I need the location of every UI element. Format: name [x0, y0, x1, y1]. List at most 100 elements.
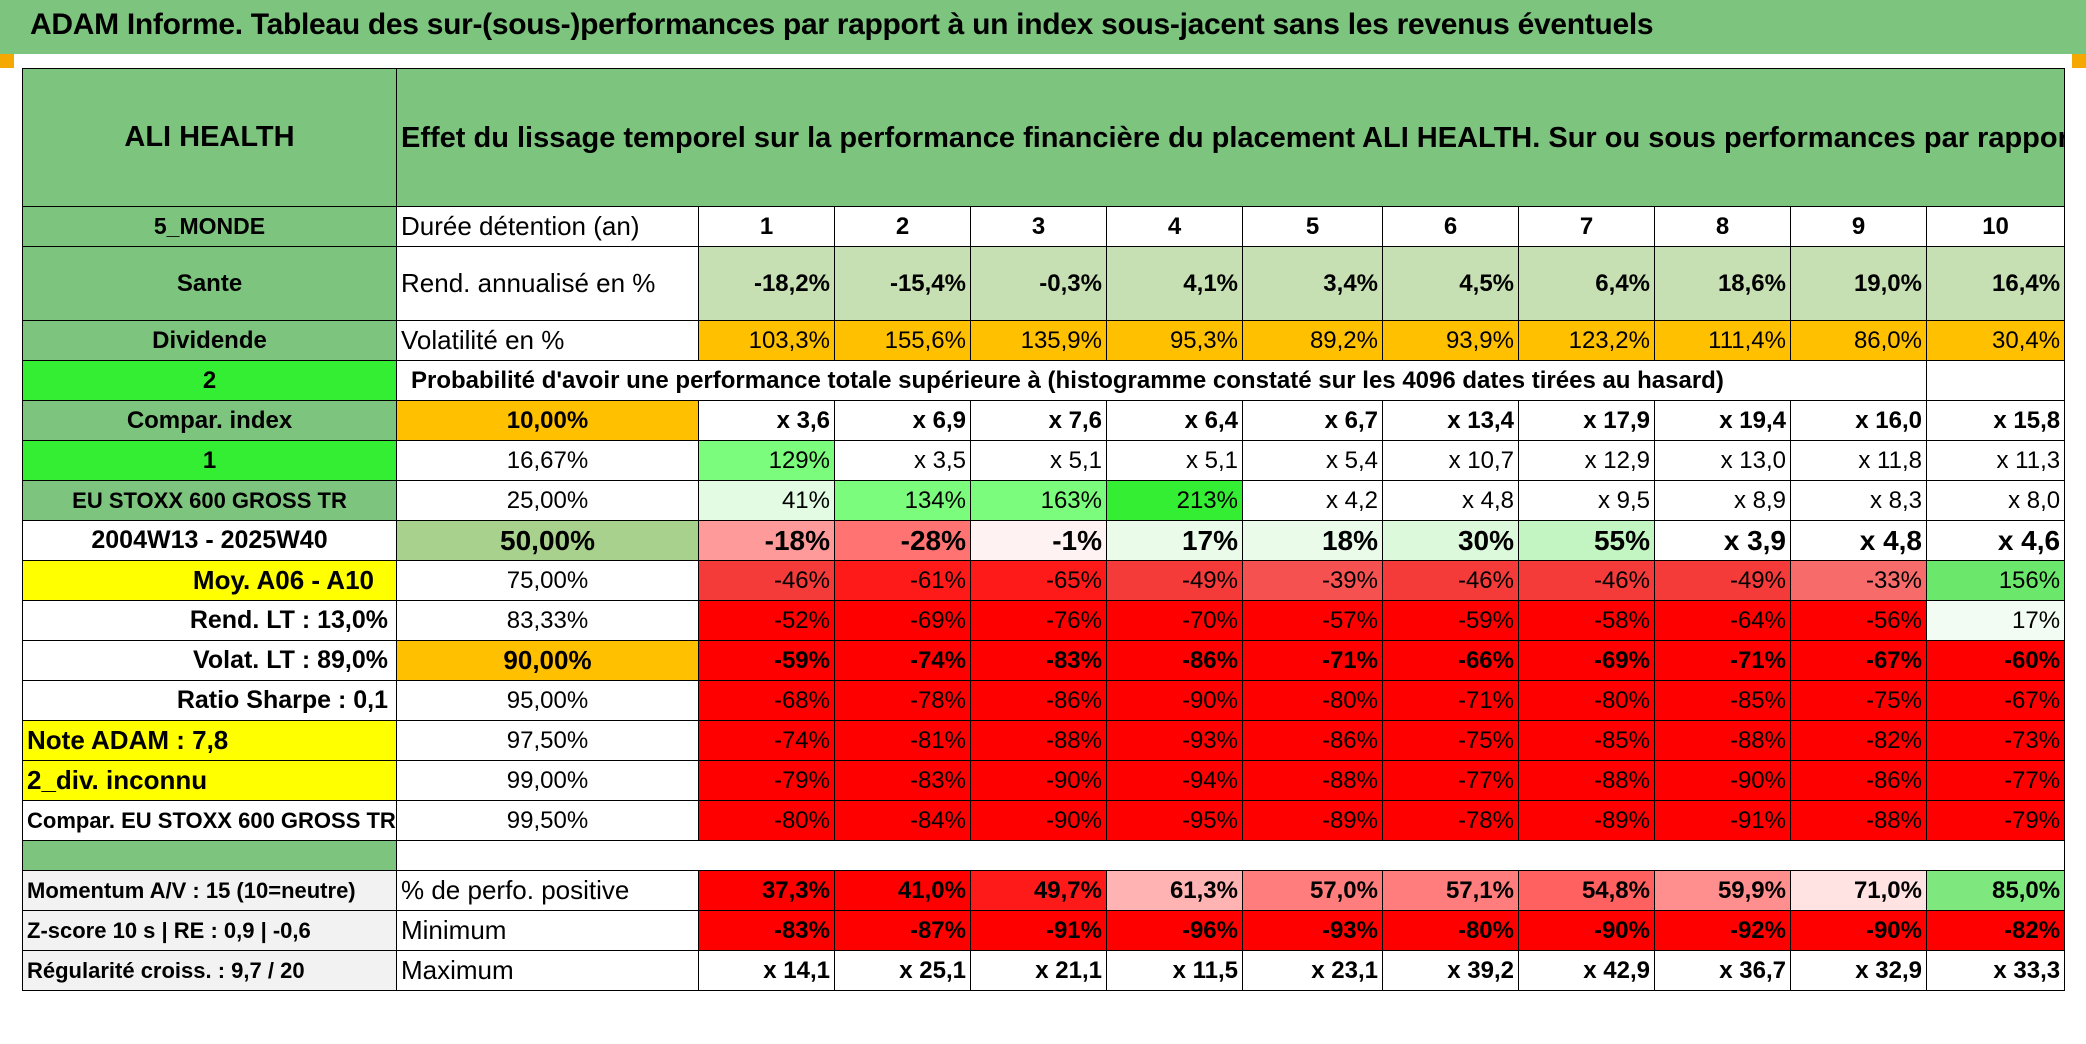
quantile-cell: 156% [1925, 560, 2066, 601]
quantile-cell: x 5,1 [1106, 440, 1243, 481]
quantile-cell: -49% [1654, 560, 1791, 601]
minimum-cell: -87% [834, 910, 971, 951]
positive-label: % de perfo. positive [396, 870, 699, 911]
year-header: 9 [1790, 206, 1927, 247]
quantile-pct: 95,00% [396, 680, 699, 721]
quantile-cell: x 8,3 [1790, 480, 1927, 521]
period-label: 2004W13 - 2025W40 [22, 520, 397, 561]
vol-cell: 123,2% [1518, 320, 1655, 361]
vol-cell: 95,3% [1106, 320, 1243, 361]
quantile-cell: -79% [698, 760, 835, 801]
year-header: 6 [1382, 206, 1519, 247]
quantile-cell: -79% [1925, 800, 2066, 841]
positive-cell: 49,7% [970, 870, 1107, 911]
quantile-cell: -66% [1382, 640, 1519, 681]
quantile-cell: -85% [1518, 720, 1655, 761]
quantile-cell: -64% [1654, 600, 1791, 641]
row-positive: Momentum A/V : 15 (10=neutre) % de perfo… [22, 870, 2066, 911]
quantile-cell: 41% [698, 480, 835, 521]
quantile-pct: 99,50% [396, 800, 699, 841]
row-q97: Note ADAM : 7,8 97,50% -74% -81% -88% -9… [22, 720, 2066, 761]
quantile-cell: -67% [1790, 640, 1927, 681]
quantile-cell: -80% [1242, 680, 1383, 721]
quantile-cell: -71% [1654, 640, 1791, 681]
quantile-cell: -81% [834, 720, 971, 761]
row-vol: Dividende Volatilité en % 103,3% 155,6% … [22, 320, 2066, 361]
quantile-cell: -93% [1106, 720, 1243, 761]
year-header: 1 [698, 206, 835, 247]
quantile-cell: -88% [970, 720, 1107, 761]
quantile-cell: x 16,0 [1790, 400, 1927, 441]
spacer-cell [395, 840, 2066, 871]
quantile-cell: -83% [970, 640, 1107, 681]
row-q75: Moy. A06 - A10 75,00% -46% -61% -65% -49… [22, 560, 2066, 601]
quantile-cell: x 9,5 [1518, 480, 1655, 521]
positive-cell: 71,0% [1790, 870, 1927, 911]
positive-cell: 57,1% [1382, 870, 1519, 911]
quantile-cell: -71% [1382, 680, 1519, 721]
minimum-cell: -91% [970, 910, 1107, 951]
rend-cell: 3,4% [1242, 246, 1383, 321]
quantile-cell: -90% [970, 760, 1107, 801]
minimum-cell: -82% [1925, 910, 2066, 951]
year-header: 7 [1518, 206, 1655, 247]
row-q83: Rend. LT : 13,0% 83,33% -52% -69% -76% -… [22, 600, 2066, 641]
quantile-cell: -39% [1242, 560, 1383, 601]
quantile-pct: 16,67% [396, 440, 699, 481]
quantile-cell: -88% [1518, 760, 1655, 801]
quantile-cell: -1% [970, 520, 1107, 561]
row-maximum: Régularité croiss. : 9,7 / 20 Maximum x … [22, 950, 2066, 991]
quantile-cell: -90% [1106, 680, 1243, 721]
row-duree: 5_MONDE Durée détention (an) 1 2 3 4 5 6… [22, 206, 2066, 247]
row-q995: Compar. EU STOXX 600 GROSS TR 99,50% -80… [22, 800, 2066, 841]
quantile-cell: 129% [698, 440, 835, 481]
selector-1[interactable]: 2 [22, 360, 397, 401]
quantile-pct: 97,50% [396, 720, 699, 761]
rend-cell: 19,0% [1790, 246, 1927, 321]
vol-cell: 30,4% [1925, 320, 2066, 361]
div-label: 2_div. inconnu [22, 760, 397, 801]
positive-cell: 54,8% [1518, 870, 1655, 911]
quantile-cell: 17% [1106, 520, 1243, 561]
spacer-row [22, 840, 2066, 871]
quantile-cell: x 3,5 [834, 440, 971, 481]
duree-label: Durée détention (an) [396, 206, 699, 247]
quantile-cell: -86% [1242, 720, 1383, 761]
quantile-pct: 90,00% [396, 640, 699, 681]
vol-cell: 135,9% [970, 320, 1107, 361]
quantile-cell: -78% [834, 680, 971, 721]
quantile-cell: -57% [1242, 600, 1383, 641]
quantile-cell: x 13,4 [1382, 400, 1519, 441]
minimum-cell: -90% [1790, 910, 1927, 951]
year-header: 8 [1654, 206, 1791, 247]
maximum-cell: x 11,5 [1106, 950, 1243, 991]
asset-name: ALI HEALTH [22, 68, 397, 207]
quantile-cell: -28% [834, 520, 971, 561]
maximum-cell: x 23,1 [1242, 950, 1383, 991]
compar-index-label: Compar. index [22, 400, 397, 441]
quantile-cell: x 6,7 [1242, 400, 1383, 441]
rend-label: Rend. annualisé en % [396, 246, 699, 321]
quantile-cell: 18% [1242, 520, 1383, 561]
quantile-cell: -71% [1242, 640, 1383, 681]
minimum-cell: -80% [1382, 910, 1519, 951]
quantile-cell: -95% [1106, 800, 1243, 841]
maximum-cell: x 21,1 [970, 950, 1107, 991]
compar-full-label: Compar. EU STOXX 600 GROSS TR [22, 800, 397, 841]
year-header: 10 [1925, 206, 2066, 247]
maximum-cell: x 42,9 [1518, 950, 1655, 991]
quantile-cell: x 12,9 [1518, 440, 1655, 481]
selector-2[interactable]: 1 [22, 440, 397, 481]
minimum-cell: -90% [1518, 910, 1655, 951]
minimum-cell: -83% [698, 910, 835, 951]
row-minimum: Z-score 10 s | RE : 0,9 | -0,6 Minimum -… [22, 910, 2066, 951]
sector-label: Sante [22, 246, 397, 321]
momentum-label: Momentum A/V : 15 (10=neutre) [22, 870, 397, 911]
positive-cell: 57,0% [1242, 870, 1383, 911]
quantile-cell: -85% [1654, 680, 1791, 721]
quantile-cell: -61% [834, 560, 971, 601]
row-q99: 2_div. inconnu 99,00% -79% -83% -90% -94… [22, 760, 2066, 801]
quantile-cell: -59% [1382, 600, 1519, 641]
report-title: ADAM Informe. Tableau des sur-(sous-)per… [30, 8, 1654, 41]
quantile-cell: -60% [1925, 640, 2066, 681]
